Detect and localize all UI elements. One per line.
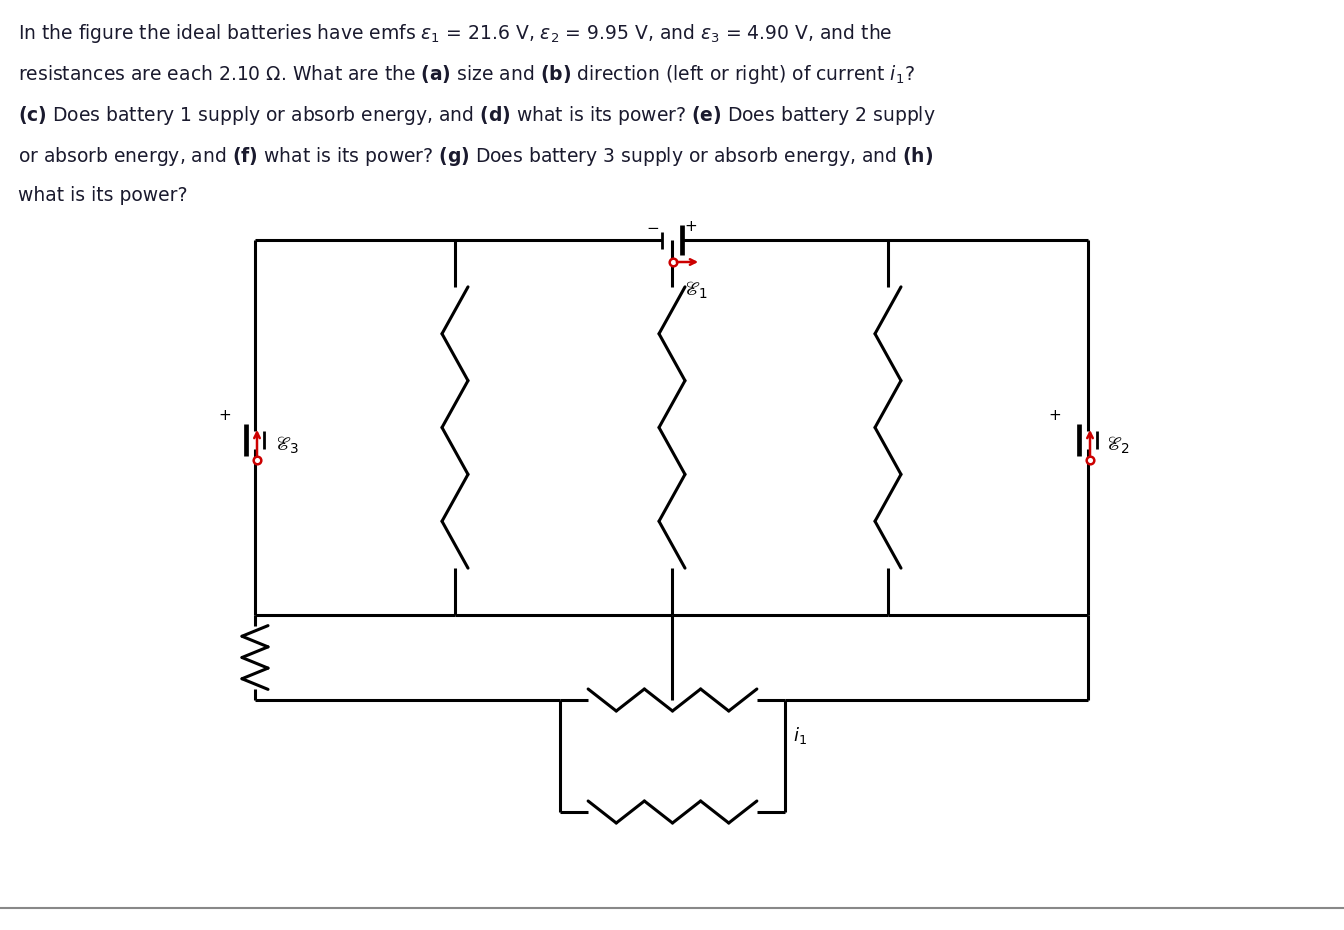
Text: $+$: $+$	[1048, 407, 1062, 422]
Text: $-$: $-$	[646, 219, 660, 233]
Text: $\mathscr{E}_3$: $\mathscr{E}_3$	[276, 434, 300, 456]
Text: $+$: $+$	[219, 407, 231, 422]
Text: In the figure the ideal batteries have emfs $\varepsilon_1$ = 21.6 V, $\varepsil: In the figure the ideal batteries have e…	[17, 22, 892, 45]
Text: what is its power?: what is its power?	[17, 186, 188, 205]
Text: or absorb energy, and $\mathbf{(f)}$ what is its power? $\mathbf{(g)}$ Does batt: or absorb energy, and $\mathbf{(f)}$ wha…	[17, 145, 933, 168]
Text: resistances are each 2.10 $\Omega$. What are the $\mathbf{(a)}$ size and $\mathb: resistances are each 2.10 $\Omega$. What…	[17, 63, 915, 86]
Text: $+$: $+$	[684, 219, 698, 233]
Text: $\mathscr{E}_2$: $\mathscr{E}_2$	[1106, 434, 1130, 456]
Text: $\mathbf{(c)}$ Does battery 1 supply or absorb energy, and $\mathbf{(d)}$ what i: $\mathbf{(c)}$ Does battery 1 supply or …	[17, 104, 935, 127]
Text: $i_1$: $i_1$	[793, 724, 806, 746]
Text: $\mathscr{E}_1$: $\mathscr{E}_1$	[684, 279, 708, 300]
